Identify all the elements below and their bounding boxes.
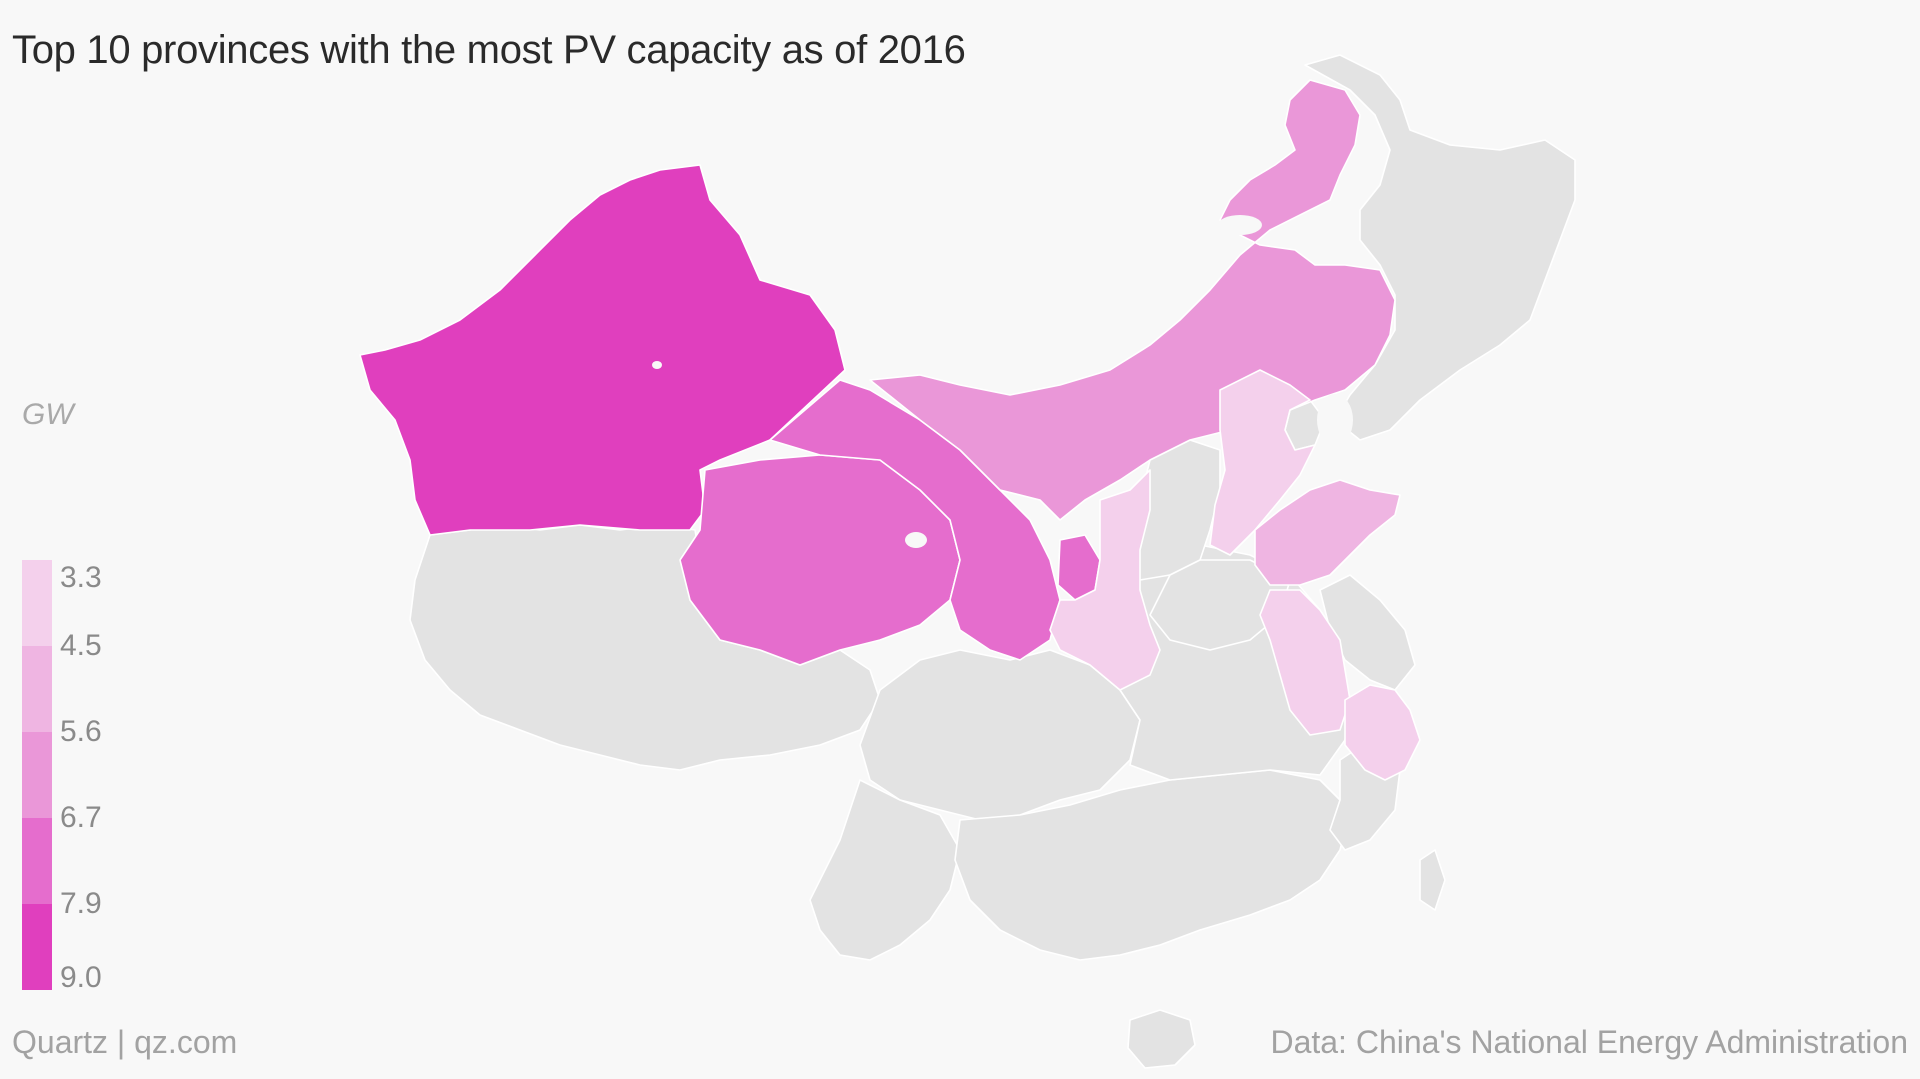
legend-swatch-4 (22, 818, 52, 904)
legend-label-3: 5.6 (60, 715, 102, 748)
province-anhui (1259, 589, 1351, 736)
no-data-provinces (409, 54, 1576, 1069)
legend-swatch-3 (22, 732, 52, 818)
qinghai-lake (905, 532, 927, 548)
province-south-central (954, 769, 1351, 961)
bohai-bay (1317, 394, 1353, 446)
data-provinces (359, 79, 1421, 781)
province-taiwan (1419, 849, 1446, 911)
data-credit: Data: China's National Energy Administra… (1270, 1024, 1908, 1060)
legend-label-5: 7.9 (60, 887, 102, 920)
province-xinjiang (359, 164, 846, 536)
legend-label-6: 9.0 (60, 961, 102, 994)
xinjiang-lake (652, 361, 662, 369)
color-legend: 3.3 4.5 5.6 6.7 7.9 9.0 (22, 560, 102, 994)
province-sichuan (859, 649, 1141, 821)
legend-label-4: 6.7 (60, 801, 102, 834)
province-yunnan (809, 779, 961, 961)
province-shandong (1254, 479, 1401, 586)
source-credit: Quartz | qz.com (12, 1024, 238, 1060)
province-hainan (1127, 1009, 1196, 1069)
province-hebei (1209, 369, 1316, 556)
lake-north (1218, 215, 1262, 235)
province-zhejiang (1344, 684, 1421, 781)
province-shaanxi (1049, 469, 1161, 691)
province-northeast (1304, 54, 1576, 441)
legend-label-2: 4.5 (60, 629, 102, 662)
water-features (652, 215, 1353, 548)
legend-unit: GW (22, 398, 74, 431)
legend-label-1: 3.3 (60, 561, 102, 594)
legend-swatch-5 (22, 904, 52, 990)
legend-swatch-1 (22, 560, 52, 646)
legend-swatch-2 (22, 646, 52, 732)
chart-title: Top 10 provinces with the most PV capaci… (12, 28, 966, 72)
